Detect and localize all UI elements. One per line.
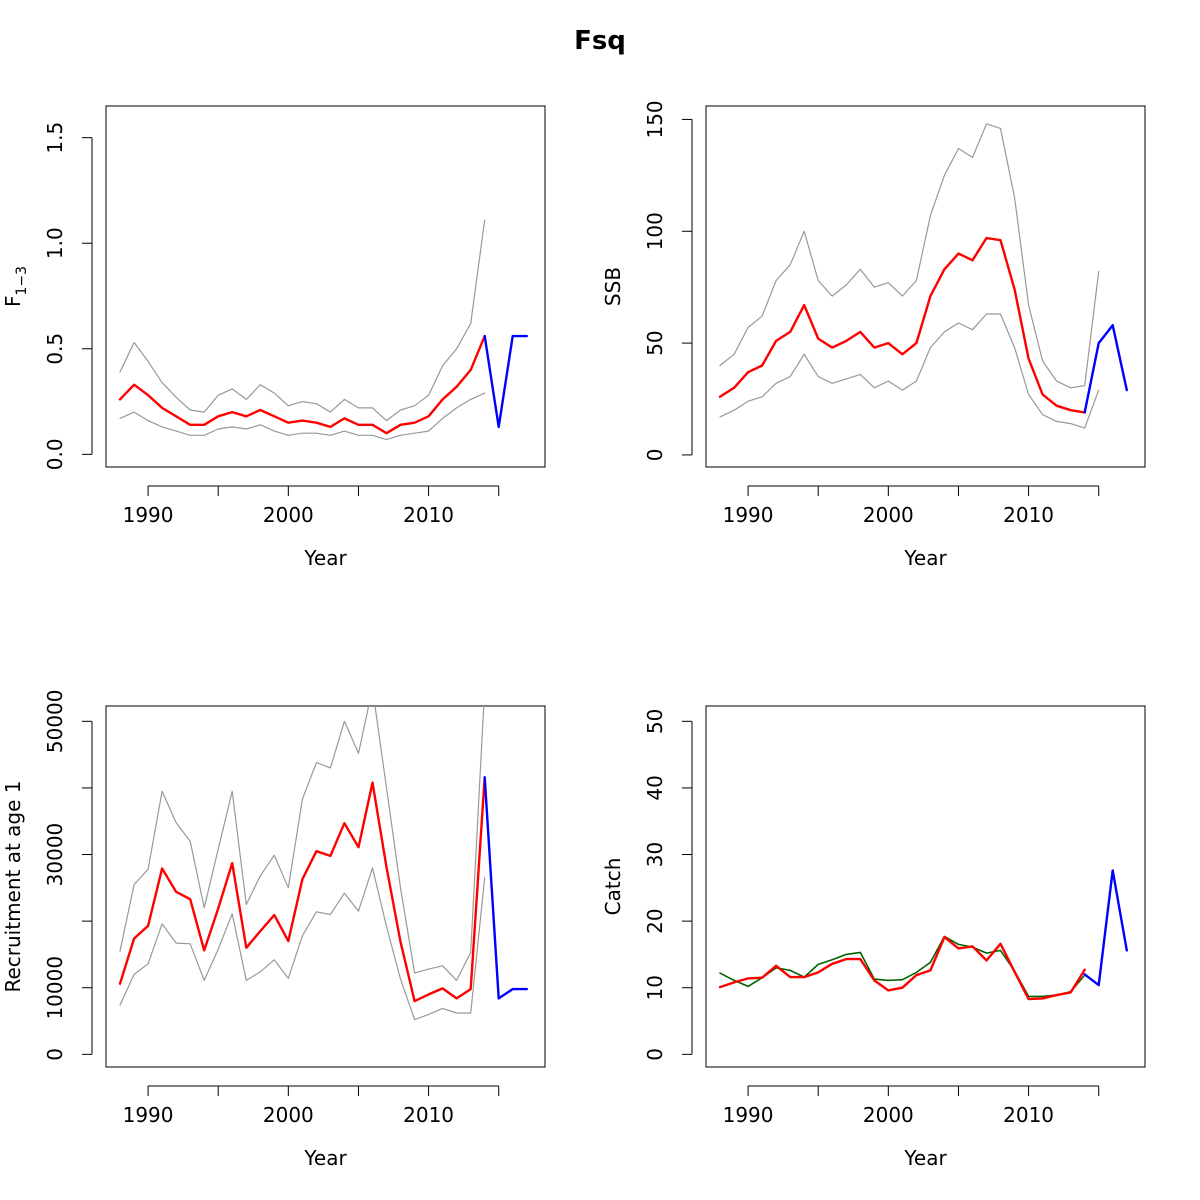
y-tick-label: 10 bbox=[643, 975, 667, 1000]
series-line-1 bbox=[718, 935, 1086, 1001]
catch-panel: 1990 2000 2010 Year 0 10 20 30 40 50 Catch bbox=[601, 705, 1146, 1170]
y-tick-label: 0 bbox=[643, 449, 667, 462]
series-line-2 bbox=[118, 776, 486, 1003]
x-axis-label: Year bbox=[903, 546, 947, 570]
y-tick-label: 0 bbox=[643, 1048, 667, 1061]
series-line-3 bbox=[483, 334, 528, 429]
series-line-2 bbox=[718, 236, 1086, 414]
y-axis-label: F1−3 bbox=[1, 266, 30, 307]
y-tick-label: 0 bbox=[43, 1048, 67, 1061]
series-line-3 bbox=[483, 776, 528, 1000]
x-axis-label: Year bbox=[303, 546, 347, 570]
y-axis-label: Recruitment at age 1 bbox=[1, 780, 25, 992]
x-tick-label: 2010 bbox=[1003, 503, 1054, 527]
x-tick-label: 1990 bbox=[723, 1103, 774, 1127]
x-axis-label: Year bbox=[903, 1146, 947, 1170]
y-tick-label: 0.0 bbox=[43, 438, 67, 470]
series-line-2 bbox=[1083, 869, 1129, 987]
x-tick-label: 2000 bbox=[863, 503, 914, 527]
main-title: Fsq bbox=[574, 26, 626, 56]
x-tick-label: 1990 bbox=[123, 503, 174, 527]
x-tick-label: 2010 bbox=[403, 1103, 454, 1127]
x-tick-label: 1990 bbox=[723, 503, 774, 527]
series-line-3 bbox=[1083, 324, 1129, 414]
series-group bbox=[718, 869, 1129, 1001]
series-line-1 bbox=[719, 313, 1100, 429]
series-line-1 bbox=[119, 867, 486, 1021]
y-axis-label: Catch bbox=[601, 858, 625, 916]
y-tick-label: 50 bbox=[643, 330, 667, 355]
y-tick-label: 150 bbox=[643, 100, 667, 138]
series-line-1 bbox=[119, 392, 486, 441]
x-tick-label: 2000 bbox=[263, 503, 314, 527]
plot-frame bbox=[105, 705, 546, 1068]
x-axis-label: Year bbox=[303, 1146, 347, 1170]
y-tick-label: 10000 bbox=[43, 956, 67, 1020]
y-axis-label-subscript: 1−3 bbox=[14, 266, 30, 296]
recruitment-panel: 1990 2000 2010 Year 0 10000 30000 50000 Recruitm… bbox=[1, 690, 546, 1170]
y-tick-label: 100 bbox=[643, 212, 667, 250]
x-tick-label: 2000 bbox=[863, 1103, 914, 1127]
series-line-0 bbox=[119, 219, 486, 422]
f-panel: 1990 2000 2010 Year 0.0 0.5 1.0 1.5 F1−3 bbox=[1, 105, 546, 570]
series-line-0 bbox=[719, 123, 1100, 389]
x-tick-label: 2000 bbox=[263, 1103, 314, 1127]
ssb-panel: 1990 2000 2010 Year 0 50 100 150 SSB bbox=[601, 100, 1146, 570]
y-tick-label: 50000 bbox=[43, 690, 67, 754]
y-tick-label: 30 bbox=[643, 842, 667, 867]
y-tick-label: 0.5 bbox=[43, 333, 67, 365]
series-group bbox=[718, 123, 1129, 429]
plot-frame bbox=[705, 105, 1146, 468]
y-tick-label: 1.5 bbox=[43, 122, 67, 154]
series-line-2 bbox=[118, 334, 486, 435]
x-tick-label: 1990 bbox=[123, 1103, 174, 1127]
y-tick-label: 1.0 bbox=[43, 227, 67, 259]
y-tick-label: 40 bbox=[643, 775, 667, 800]
y-tick-label: 20 bbox=[643, 908, 667, 933]
series-group bbox=[118, 219, 528, 441]
x-tick-label: 2010 bbox=[403, 503, 454, 527]
y-tick-label: 30000 bbox=[43, 823, 67, 887]
series-group bbox=[118, 706, 528, 1021]
series-line-0 bbox=[119, 706, 485, 982]
y-axis-label: SSB bbox=[601, 267, 625, 306]
plot-frame bbox=[105, 105, 546, 468]
x-tick-label: 2010 bbox=[1003, 1103, 1054, 1127]
y-tick-label: 50 bbox=[643, 709, 667, 734]
plot-frame bbox=[705, 705, 1146, 1068]
